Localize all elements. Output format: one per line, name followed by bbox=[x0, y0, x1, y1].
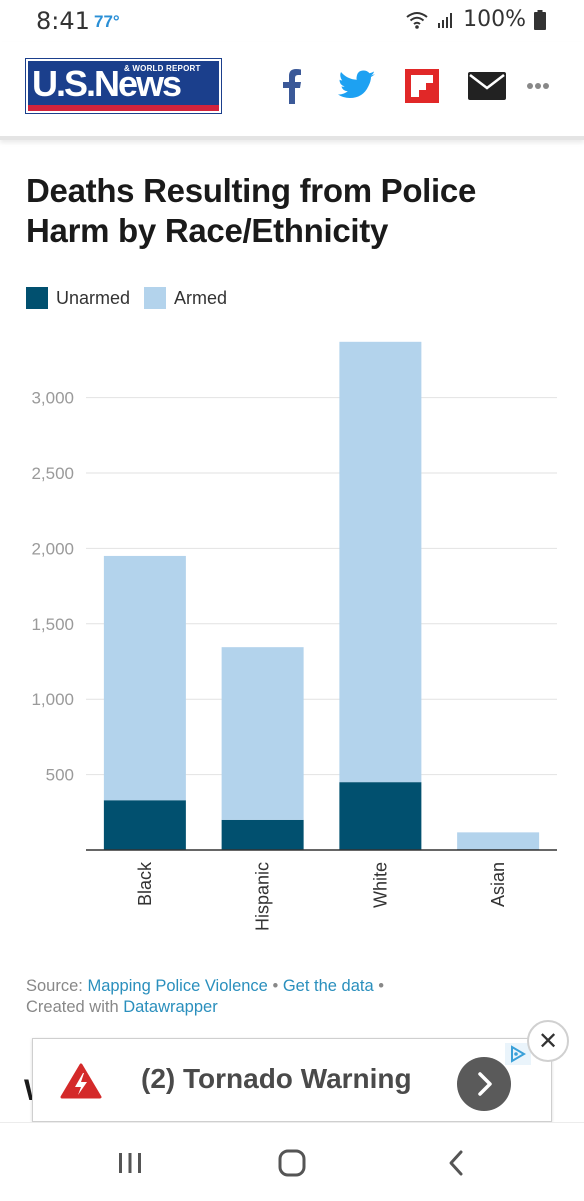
facebook-share-button[interactable] bbox=[280, 66, 304, 106]
flipboard-share-button[interactable] bbox=[404, 66, 440, 106]
chart-source: Source: Mapping Police Violence • Get th… bbox=[26, 976, 384, 1018]
ad-close-button[interactable]: ✕ bbox=[527, 1020, 569, 1062]
usnews-logo[interactable]: & WORLD REPORT U.S.News bbox=[25, 58, 222, 114]
get-data-link[interactable]: Get the data bbox=[282, 977, 374, 995]
x-category-label: White bbox=[370, 862, 390, 908]
status-icons: 100% bbox=[405, 7, 546, 32]
signal-icon bbox=[438, 12, 453, 28]
adchoices-icon bbox=[505, 1043, 531, 1065]
source-link[interactable]: Mapping Police Violence bbox=[87, 977, 268, 995]
bar-unarmed-white[interactable] bbox=[339, 782, 422, 850]
status-bar: 8:41 77° 100% bbox=[0, 0, 584, 42]
twitter-icon bbox=[338, 70, 375, 98]
android-nav-bar bbox=[0, 1122, 584, 1201]
temperature: 77° bbox=[94, 12, 120, 31]
ad-banner[interactable]: (2) Tornado Warning bbox=[32, 1038, 552, 1122]
chevron-right-icon bbox=[478, 1072, 492, 1096]
home-button[interactable] bbox=[262, 1143, 322, 1183]
y-tick-label: 2,000 bbox=[31, 539, 74, 558]
flipboard-icon bbox=[405, 69, 439, 103]
legend-swatch-armed bbox=[144, 287, 167, 309]
y-tick-label: 1,500 bbox=[31, 615, 74, 634]
bar-unarmed-hispanic[interactable] bbox=[221, 819, 304, 850]
x-category-label: Hispanic bbox=[253, 862, 273, 931]
bar-unarmed-black[interactable] bbox=[103, 800, 186, 850]
y-tick-label: 2,500 bbox=[31, 464, 74, 483]
battery-icon bbox=[534, 9, 546, 30]
logo-subtitle: & WORLD REPORT bbox=[124, 64, 201, 73]
recents-icon bbox=[119, 1153, 141, 1173]
bar-armed-hispanic[interactable] bbox=[221, 647, 304, 820]
more-share-button[interactable] bbox=[524, 66, 552, 106]
created-prefix: Created with bbox=[26, 998, 124, 1016]
source-sep1: • bbox=[267, 977, 283, 995]
adchoices-button[interactable] bbox=[505, 1043, 531, 1070]
back-icon bbox=[449, 1150, 463, 1176]
logo-stripe bbox=[28, 105, 219, 111]
email-icon bbox=[468, 72, 506, 100]
y-tick-label: 3,000 bbox=[31, 389, 74, 408]
legend-item-armed: Armed bbox=[144, 287, 227, 309]
legend-swatch-unarmed bbox=[26, 287, 48, 309]
ad-go-button[interactable] bbox=[457, 1057, 511, 1111]
bar-armed-asian[interactable] bbox=[457, 832, 540, 850]
bar-armed-black[interactable] bbox=[103, 555, 186, 801]
chart-title: Deaths Resulting from Police Harm by Rac… bbox=[26, 172, 477, 249]
x-category-label: Black bbox=[135, 861, 155, 906]
clock: 8:41 bbox=[36, 7, 90, 35]
logo-text: U.S.News bbox=[32, 63, 182, 104]
warning-icon bbox=[60, 1063, 102, 1099]
email-share-button[interactable] bbox=[466, 66, 508, 106]
home-icon bbox=[278, 1149, 306, 1177]
battery-percent: 100% bbox=[463, 7, 526, 32]
facebook-icon bbox=[283, 69, 301, 104]
stacked-bar-chart: 500 1,000 1,500 2,000 2,500 3,000 Black Hispani… bbox=[31, 341, 557, 931]
wifi-icon bbox=[406, 11, 428, 29]
source-prefix: Source: bbox=[26, 977, 88, 995]
ad-text: (2) Tornado Warning bbox=[141, 1063, 412, 1094]
source-sep2: • bbox=[373, 977, 385, 995]
bar-armed-white[interactable] bbox=[339, 341, 422, 783]
y-tick-label: 500 bbox=[46, 766, 74, 785]
legend-label-unarmed: Unarmed bbox=[56, 287, 131, 308]
twitter-share-button[interactable] bbox=[337, 66, 377, 106]
back-button[interactable] bbox=[426, 1143, 486, 1183]
chart-legend: Unarmed Armed bbox=[26, 287, 241, 309]
datawrapper-link[interactable]: Datawrapper bbox=[123, 998, 218, 1016]
site-header: & WORLD REPORT U.S.News bbox=[0, 42, 584, 140]
y-tick-label: 1,000 bbox=[31, 690, 74, 709]
legend-item-unarmed: Unarmed bbox=[26, 287, 130, 309]
more-icon bbox=[527, 83, 549, 89]
x-category-label: Asian bbox=[488, 862, 508, 907]
recents-button[interactable] bbox=[100, 1143, 160, 1183]
close-icon: ✕ bbox=[537, 1027, 559, 1055]
legend-label-armed: Armed bbox=[174, 287, 228, 308]
